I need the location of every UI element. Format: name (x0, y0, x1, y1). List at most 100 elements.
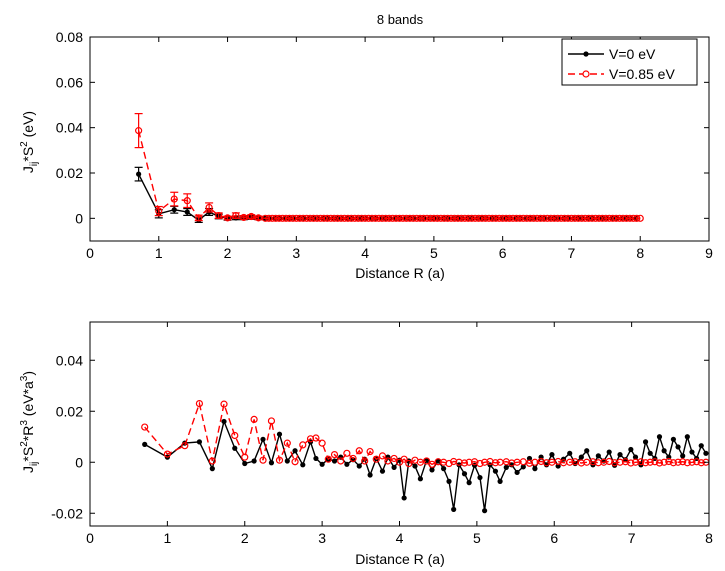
data-point (320, 214, 328, 222)
data-point (485, 214, 493, 222)
top-y-axis-label: Jij*S2 (eV) (19, 111, 40, 173)
data-point (574, 214, 582, 222)
data-point (319, 461, 325, 467)
data-point (402, 214, 410, 222)
data-point (655, 459, 664, 467)
data-point (242, 460, 248, 467)
data-point (181, 442, 189, 450)
x-tick-label: 8 (705, 530, 713, 546)
data-point (474, 214, 483, 222)
data-point (595, 214, 603, 222)
y-tick-label: 0.02 (56, 403, 83, 419)
data-point (354, 214, 362, 222)
data-point (221, 418, 227, 425)
data-point (505, 214, 514, 222)
data-point (549, 452, 555, 458)
data-point (292, 214, 300, 222)
data-point (260, 436, 266, 442)
data-point (220, 400, 228, 408)
data-point (136, 171, 142, 177)
legend-marker-series1 (582, 70, 590, 78)
data-point (476, 459, 484, 468)
x-tick-label: 4 (396, 530, 404, 546)
data-point (183, 197, 191, 205)
data-point (461, 471, 468, 477)
data-point (491, 459, 500, 467)
data-point (292, 448, 298, 454)
data-point (330, 214, 338, 222)
x-tick-label: 6 (499, 245, 507, 261)
data-point (450, 214, 459, 222)
data-point (251, 458, 257, 464)
data-point (481, 214, 490, 222)
data-point (471, 214, 479, 222)
data-point (698, 443, 704, 449)
data-point (451, 506, 457, 513)
data-point (318, 439, 326, 447)
data-point (530, 214, 538, 222)
data-point (412, 463, 418, 469)
legend-marker-series0 (583, 51, 589, 57)
data-point (547, 214, 555, 222)
plot-data-group (134, 113, 644, 224)
x-tick-label: 7 (568, 245, 576, 261)
data-point (208, 457, 216, 465)
data-point (488, 214, 496, 222)
data-point (578, 214, 586, 222)
x-tick-label: 5 (430, 245, 438, 261)
legend-box (561, 38, 698, 86)
data-point (371, 214, 380, 222)
data-point (441, 466, 447, 472)
data-point (464, 214, 472, 222)
data-point (409, 214, 417, 222)
data-point (495, 214, 503, 222)
data-point (661, 448, 667, 454)
data-point (300, 462, 306, 468)
data-point (523, 214, 531, 222)
data-point (688, 458, 696, 466)
data-point (323, 214, 331, 222)
y-tick-label: 0 (75, 454, 83, 470)
data-point (468, 214, 476, 222)
x-tick-label: 5 (473, 530, 481, 546)
data-point (268, 214, 276, 222)
plot-data-group (141, 400, 709, 514)
data-point (428, 460, 436, 468)
data-point (605, 214, 613, 222)
data-point (289, 214, 297, 222)
data-point (598, 214, 606, 222)
data-point (366, 447, 374, 456)
data-point (306, 214, 314, 222)
data-point (361, 457, 369, 465)
data-point (585, 214, 593, 222)
data-point (679, 458, 687, 466)
data-point (344, 214, 352, 222)
data-point (581, 214, 589, 222)
data-point (641, 459, 650, 467)
data-point (466, 480, 472, 486)
data-point (478, 214, 486, 222)
data-point (622, 214, 631, 222)
data-point (163, 450, 171, 458)
data-point (268, 460, 275, 466)
data-point (591, 214, 600, 222)
data-point (642, 439, 649, 445)
data-point (327, 214, 335, 222)
data-point (669, 459, 678, 467)
data-point (303, 214, 311, 222)
data-point (278, 214, 287, 222)
data-point (417, 476, 423, 482)
data-point (665, 457, 673, 466)
data-point (215, 212, 223, 220)
data-point (656, 434, 663, 440)
data-point (313, 214, 321, 222)
data-point (516, 214, 524, 222)
top-chart-title: 8 bands (377, 12, 424, 27)
data-point (430, 214, 438, 222)
data-point (285, 214, 294, 222)
data-point (502, 214, 510, 222)
data-point (312, 434, 320, 442)
data-point (533, 214, 541, 222)
